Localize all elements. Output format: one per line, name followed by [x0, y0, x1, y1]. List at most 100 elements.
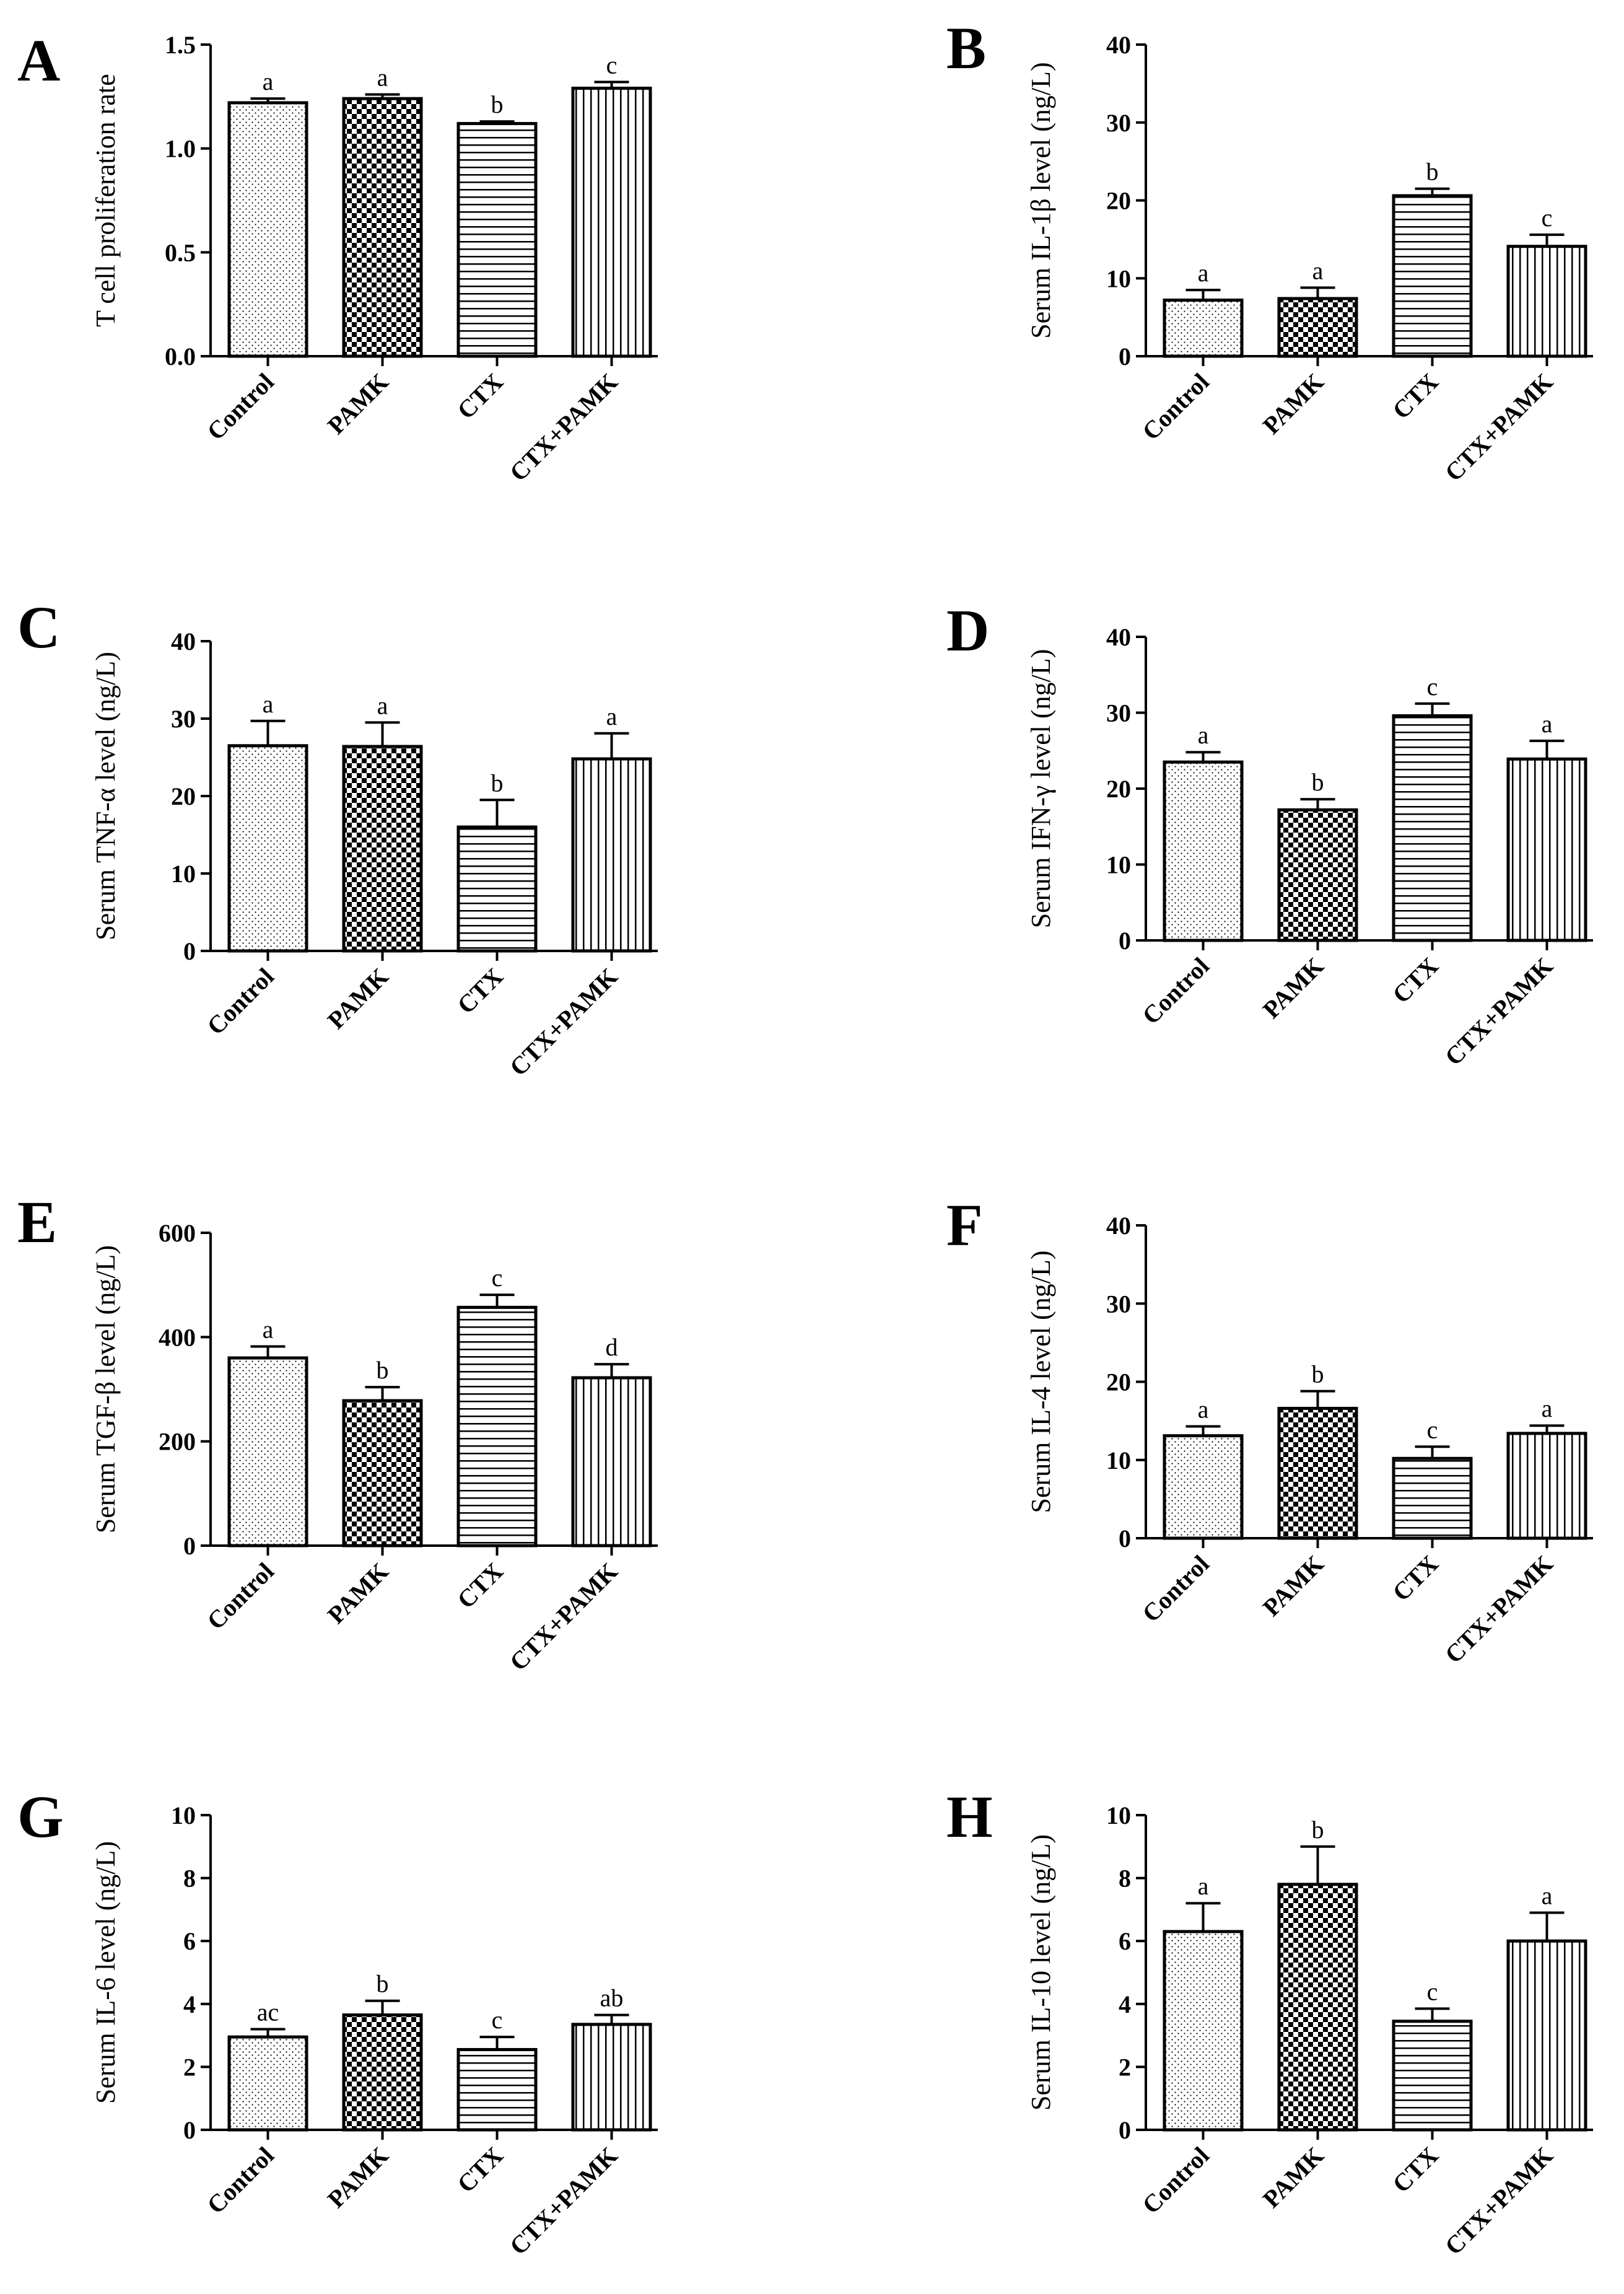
- significance-label: a: [1198, 1395, 1209, 1423]
- x-category-label: PAMK: [1257, 952, 1329, 1024]
- bar-ctx-pamk: [571, 86, 652, 358]
- significance-label: c: [606, 51, 618, 79]
- x-category-label: CTX: [452, 2141, 509, 2198]
- bar-pamk: [1277, 808, 1358, 942]
- chart-panel-c: C Serum TNF-α level (ng/L) 0 10 20 30 40 a Contr…: [17, 594, 658, 1082]
- bar-ctx: [1392, 2020, 1473, 2132]
- bar-control: [227, 744, 308, 953]
- significance-label: c: [1427, 1416, 1438, 1443]
- significance-label: a: [1542, 1394, 1553, 1422]
- y-tick-label: 8: [1119, 1865, 1131, 1893]
- panel-letter: G: [17, 1784, 64, 1850]
- panel-letter: B: [946, 15, 986, 81]
- significance-label: a: [263, 68, 274, 95]
- bar-ctx-pamk: [571, 757, 652, 953]
- y-tick-label: 0: [1119, 2116, 1131, 2144]
- x-category-label: PAMK: [322, 1557, 394, 1629]
- y-tick-label: 4: [1119, 1990, 1131, 2018]
- significance-label: b: [491, 769, 504, 797]
- bar-control: [227, 101, 308, 358]
- significance-label: c: [492, 2006, 503, 2034]
- x-category-label: CTX+PAMK: [1439, 2142, 1558, 2261]
- bar-ctx: [456, 1305, 538, 1548]
- significance-label: b: [1312, 768, 1324, 796]
- bar-control: [1163, 1434, 1244, 1540]
- x-category-label: CTX: [1387, 952, 1444, 1009]
- chart-panel-b: B Serum IL-1β level (ng/L) 0 10 20 30 40 a Contr…: [946, 15, 1593, 487]
- chart-panel-d: D Serum IFN-γ level (ng/L) 0 10 20 30 40 a Contr…: [946, 597, 1593, 1071]
- significance-label: ac: [257, 1998, 279, 2026]
- y-axis-title: Serum TGF-β level (ng/L): [90, 1245, 121, 1533]
- y-tick-label: 0: [1119, 1525, 1131, 1552]
- bar-ctx-pamk: [571, 1376, 652, 1548]
- y-tick-label: 10: [1106, 851, 1131, 879]
- x-category-label: PAMK: [1257, 1550, 1329, 1622]
- bar-ctx-pamk: [1506, 757, 1587, 942]
- significance-label: ab: [600, 1984, 624, 2012]
- y-tick-label: 200: [159, 1428, 196, 1456]
- y-tick-label: 0.5: [165, 239, 196, 266]
- x-category-label: CTX: [452, 1557, 509, 1614]
- bar-ctx: [456, 2047, 538, 2132]
- chart-panel-e: E Serum TGF-β level (ng/L) 0 200 400 600 a Cont…: [17, 1189, 658, 1676]
- bar-control: [227, 1356, 308, 1548]
- x-category-label: Control: [201, 1557, 279, 1635]
- y-tick-label: 40: [1106, 623, 1131, 651]
- significance-label: a: [1542, 710, 1553, 738]
- y-tick-label: 0: [1119, 343, 1131, 370]
- y-axis-title: Serum IL-6 level (ng/L): [90, 1841, 121, 2104]
- x-category-label: Control: [1137, 952, 1215, 1030]
- bar-pamk: [1277, 297, 1358, 358]
- significance-label: a: [263, 1315, 274, 1343]
- y-tick-label: 30: [1106, 109, 1131, 137]
- y-axis-title: Serum IL-4 level (ng/L): [1026, 1251, 1056, 1513]
- x-category-label: PAMK: [1257, 368, 1329, 440]
- bar-pamk: [342, 97, 423, 358]
- y-axis-title: Serum IL-10 level (ng/L): [1026, 1834, 1056, 2111]
- significance-label: c: [1542, 204, 1553, 232]
- x-category-label: CTX+PAMK: [1439, 368, 1558, 487]
- x-category-label: CTX+PAMK: [504, 2142, 623, 2261]
- significance-label: b: [1426, 158, 1439, 186]
- y-tick-label: 20: [1106, 775, 1131, 803]
- x-category-label: PAMK: [322, 963, 394, 1035]
- x-category-label: CTX+PAMK: [1439, 1550, 1558, 1669]
- bar-control: [1163, 1930, 1244, 2132]
- bar-pamk: [1277, 1406, 1358, 1540]
- panel-letter: E: [17, 1189, 57, 1255]
- y-tick-label: 20: [171, 782, 196, 810]
- panel-letter: H: [946, 1784, 993, 1850]
- y-tick-label: 6: [1119, 1927, 1131, 1955]
- x-category-label: PAMK: [322, 2142, 394, 2213]
- y-tick-label: 400: [159, 1323, 196, 1351]
- x-category-label: CTX+PAMK: [504, 1557, 623, 1676]
- x-category-label: CTX: [452, 962, 509, 1019]
- y-tick-label: 10: [1106, 1447, 1131, 1474]
- significance-label: b: [491, 90, 504, 118]
- panel-letter: C: [17, 594, 60, 660]
- x-category-label: PAMK: [322, 368, 394, 440]
- significance-label: b: [1312, 1816, 1324, 1844]
- x-category-label: CTX: [1387, 367, 1444, 424]
- bar-pamk: [342, 1399, 423, 1548]
- panel-letter: F: [946, 1192, 983, 1258]
- significance-label: a: [263, 690, 274, 718]
- y-tick-label: 30: [1106, 1290, 1131, 1318]
- y-tick-label: 40: [171, 628, 196, 655]
- x-category-label: CTX+PAMK: [504, 963, 623, 1082]
- significance-label: d: [606, 1333, 618, 1361]
- y-tick-label: 0: [183, 937, 196, 965]
- significance-label: a: [1312, 256, 1324, 284]
- x-category-label: CTX: [452, 367, 509, 424]
- significance-label: a: [1198, 721, 1209, 749]
- y-axis-title: Serum TNF-α level (ng/L): [90, 652, 121, 940]
- x-category-label: Control: [201, 2142, 279, 2220]
- bar-ctx: [1392, 714, 1473, 942]
- significance-label: a: [606, 703, 618, 730]
- bar-control: [1163, 298, 1244, 358]
- y-tick-label: 10: [171, 1801, 196, 1829]
- x-category-label: Control: [1137, 1550, 1215, 1628]
- y-tick-label: 10: [1106, 265, 1131, 292]
- panel-letter: A: [17, 27, 60, 94]
- significance-label: c: [1427, 1977, 1438, 2005]
